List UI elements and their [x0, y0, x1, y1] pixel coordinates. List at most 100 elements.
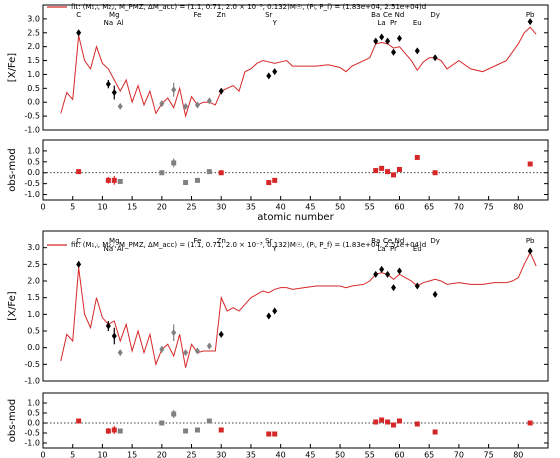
marker [171, 86, 177, 94]
marker [414, 47, 420, 55]
marker [272, 68, 278, 76]
y-tick-label: -0.5 [24, 112, 40, 121]
element-label: Ce [383, 11, 392, 19]
element-label: Y [272, 19, 278, 27]
element-label: Fe [193, 237, 201, 245]
x-tick-label: 45 [305, 451, 315, 458]
marker [105, 177, 111, 183]
y-tick-label: -0.5 [24, 429, 40, 438]
marker [194, 347, 200, 355]
x-tick-label: 20 [157, 451, 167, 458]
y-tick-label: -1.0 [24, 377, 40, 386]
marker [206, 169, 212, 175]
marker [111, 427, 117, 433]
marker [111, 332, 117, 340]
element-label: C [76, 11, 81, 19]
marker [183, 102, 189, 110]
x-tick-label: 75 [483, 203, 493, 212]
plot-frame [42, 392, 549, 449]
legend-label: fit: (M₁,ᵢ, M₂,ᵢ, M_PMZ, ΔM_acc) = (1.1,… [71, 3, 426, 11]
x-tick-label: 25 [186, 451, 196, 458]
marker [117, 428, 123, 434]
marker [414, 282, 420, 290]
x-tick-label: 0 [40, 451, 45, 458]
marker [272, 177, 278, 183]
y-tick-label: -1.0 [24, 126, 40, 135]
y-tick-label: 1.0 [27, 70, 40, 79]
y-tick-label: 0.5 [27, 157, 40, 166]
marker [206, 418, 212, 424]
y-tick-label: 0.0 [27, 419, 40, 428]
marker [159, 345, 165, 353]
x-tick-label: 5 [70, 203, 75, 212]
y-tick-label: 3.0 [27, 14, 40, 23]
element-label: Nd [395, 11, 405, 19]
element-label: Al [117, 245, 124, 253]
element-label: Sr [265, 237, 272, 245]
element-label: Fe [193, 11, 201, 19]
y-tick-label: 0.0 [27, 168, 40, 177]
marker [206, 342, 212, 350]
y-tick-label: -1.0 [24, 190, 40, 199]
marker [527, 18, 533, 26]
marker [105, 80, 111, 88]
element-label: C [76, 237, 81, 245]
marker [76, 169, 82, 175]
y-tick-label: 0.0 [27, 98, 40, 107]
marker [414, 421, 420, 427]
x-tick-label: 55 [365, 203, 375, 212]
marker [385, 419, 391, 425]
marker [527, 247, 533, 255]
x-tick-label: 40 [276, 203, 286, 212]
x-tick-label: 50 [335, 451, 345, 458]
x-tick-label: 55 [365, 451, 375, 458]
element-label: Al [117, 19, 124, 27]
marker [391, 172, 397, 178]
marker [527, 161, 533, 167]
marker [183, 428, 189, 434]
element-label: Pb [526, 237, 535, 245]
y-tick-label: 1.0 [27, 146, 40, 155]
marker [266, 431, 272, 437]
marker [159, 170, 165, 176]
marker [194, 101, 200, 109]
y-tick-label: 2.5 [27, 260, 40, 269]
x-tick-label: 80 [513, 203, 523, 212]
element-label: La [378, 19, 386, 27]
marker [171, 411, 177, 417]
marker [432, 170, 438, 176]
marker [218, 330, 224, 338]
x-tick-label: 35 [246, 203, 256, 212]
marker [396, 166, 402, 172]
marker [194, 177, 200, 183]
marker [194, 427, 200, 433]
marker [183, 349, 189, 357]
y-tick-label: 2.5 [27, 28, 40, 37]
y-axis-label: [X/Fe] [7, 291, 18, 320]
element-label: Ba [371, 11, 380, 19]
fit-line [60, 26, 537, 119]
element-label: Zn [217, 237, 226, 245]
plot-frame [42, 230, 549, 382]
y-tick-label: 2.0 [27, 277, 40, 286]
element-label: Ce [383, 237, 392, 245]
y-tick-label: 3.0 [27, 243, 40, 252]
element-label: Ba [371, 237, 380, 245]
y-tick-label: 0.5 [27, 327, 40, 336]
element-label: Nd [395, 237, 405, 245]
element-label: Dy [430, 11, 440, 19]
y-axis-label: obs-mod [7, 399, 18, 443]
marker [379, 265, 385, 273]
x-tick-label: 75 [483, 451, 493, 458]
marker [171, 329, 177, 337]
marker [379, 165, 385, 171]
marker [379, 417, 385, 423]
marker [218, 170, 224, 176]
marker [105, 322, 111, 330]
element-label: Pr [390, 19, 397, 27]
x-tick-label: 0 [40, 203, 45, 212]
marker [76, 260, 82, 268]
marker [385, 37, 391, 45]
x-tick-label: 65 [424, 203, 434, 212]
marker [266, 180, 272, 186]
